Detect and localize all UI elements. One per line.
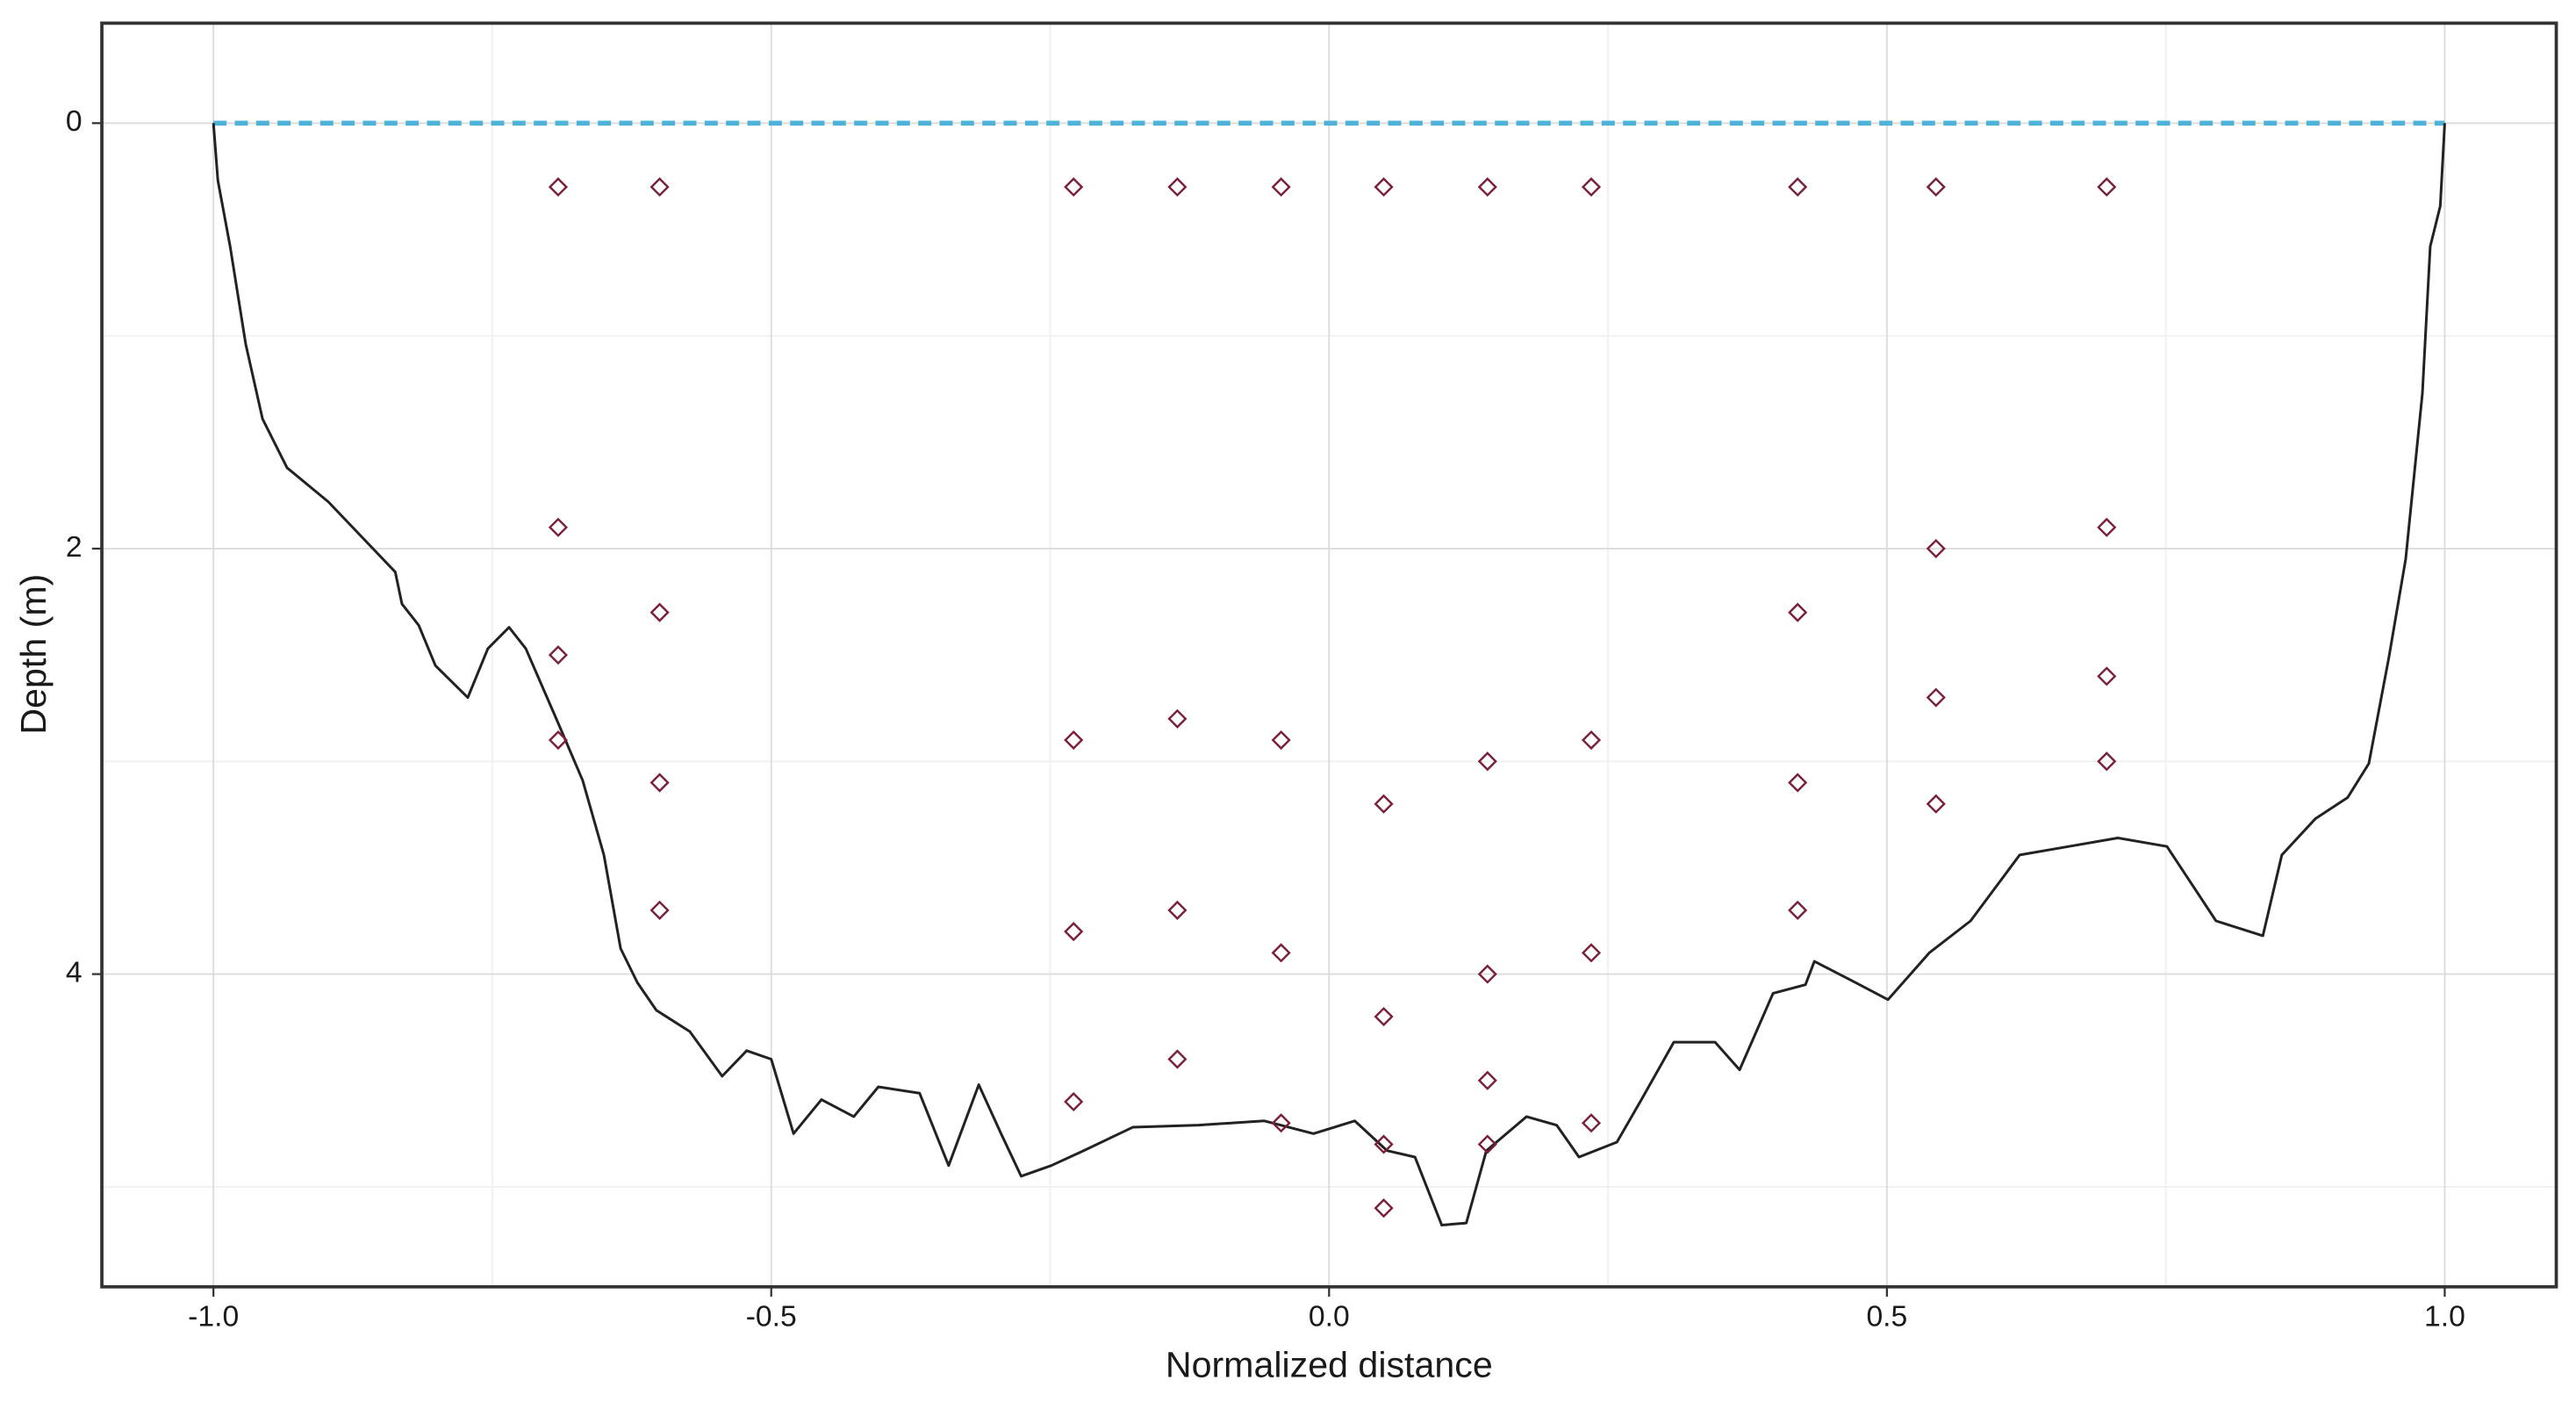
measurement-point <box>1477 176 1497 198</box>
measurement-point <box>1271 730 1291 751</box>
measurement-point <box>1581 730 1602 751</box>
x-tick-label: 0.0 <box>1309 1300 1350 1333</box>
measurement-point <box>1271 176 1291 198</box>
x-axis-label: Normalized distance <box>1166 1344 1493 1384</box>
x-tick-label: 0.5 <box>1866 1300 1907 1333</box>
measurement-point <box>1271 1113 1291 1133</box>
measurement-point <box>2097 751 2117 772</box>
y-axis-label: Depth (m) <box>13 574 54 735</box>
measurement-point <box>2097 176 2117 198</box>
measurement-point <box>1788 176 1808 198</box>
measurement-point <box>1926 794 1946 814</box>
measurement-point <box>649 900 670 920</box>
measurement-point <box>1788 602 1808 622</box>
measurement-point <box>649 176 670 198</box>
plot-area <box>212 120 2446 1227</box>
grid <box>102 23 2557 1287</box>
measurement-point <box>1581 1113 1602 1133</box>
x-tick-label: -0.5 <box>746 1300 797 1333</box>
measurement-point <box>548 730 569 751</box>
measurement-point <box>1167 900 1188 920</box>
measurement-point <box>1374 1198 1394 1219</box>
measurement-point <box>1926 538 1946 559</box>
measurement-point <box>2097 666 2117 687</box>
measurement-point <box>649 602 670 622</box>
axes: -1.0 -0.5 0.0 0.5 1.0 0 2 4 <box>66 105 2465 1333</box>
measurement-point <box>548 517 569 537</box>
measurement-point <box>1167 176 1188 198</box>
measurement-point <box>1064 730 1084 751</box>
measurement-point <box>1477 964 1497 984</box>
measurement-point <box>1477 1070 1497 1090</box>
measurement-point <box>1477 751 1497 772</box>
measurement-point <box>1788 900 1808 920</box>
measurement-point <box>1788 773 1808 793</box>
measurement-point <box>1064 1091 1084 1112</box>
measurement-point <box>1374 176 1394 198</box>
measurement-point <box>548 645 569 665</box>
measurement-point <box>1926 687 1946 708</box>
y-tick-label: 2 <box>66 531 83 564</box>
measurement-point <box>1167 1049 1188 1069</box>
y-tick-label: 4 <box>66 956 83 989</box>
measurement-point <box>1374 1006 1394 1027</box>
measurement-point <box>1374 1134 1394 1154</box>
x-tick-label: -1.0 <box>188 1300 239 1333</box>
measurement-point <box>1271 943 1291 963</box>
measurement-point <box>649 773 670 793</box>
bed-profile-line <box>212 123 2446 1227</box>
y-tick-label: 0 <box>66 105 83 138</box>
measurement-point <box>1581 943 1602 963</box>
measurement-point <box>1926 176 1946 198</box>
measurement-point <box>1064 176 1084 198</box>
measurement-point <box>548 176 569 198</box>
measurement-point <box>1064 922 1084 942</box>
measurement-point <box>1477 1134 1497 1154</box>
x-tick-label: 1.0 <box>2424 1300 2465 1333</box>
measurement-point <box>2097 517 2117 537</box>
measurement-point <box>1167 708 1188 729</box>
measurement-point <box>1581 176 1602 198</box>
measurement-point <box>1374 794 1394 814</box>
